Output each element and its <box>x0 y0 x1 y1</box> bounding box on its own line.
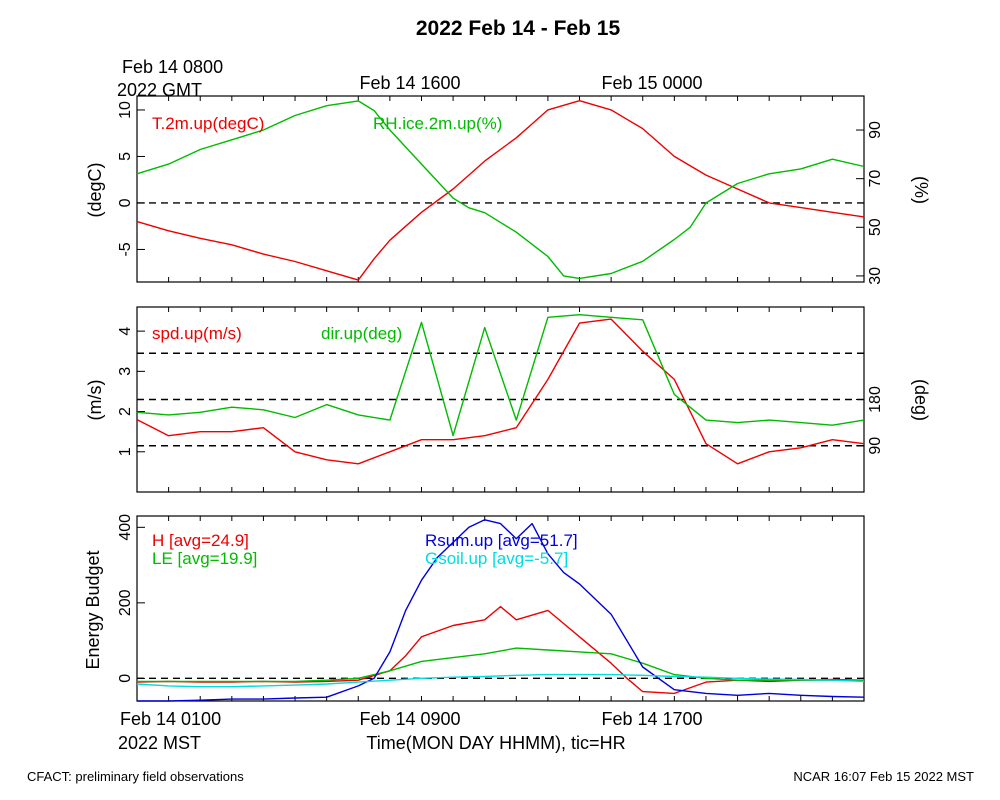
y-tick-label-left: 200 <box>117 589 134 616</box>
series-line-dir-up-deg <box>136 314 865 437</box>
wind-panel: 1 2 3 4 90 180 <box>117 306 884 493</box>
bottom-axis-label-3: Feb 14 1700 <box>601 709 702 729</box>
y-tick-label-left: 0 <box>117 674 134 683</box>
series-line-rsum-up <box>137 519 865 702</box>
series-line-spd-up-m-s <box>136 318 865 465</box>
y-tick-label-left: 400 <box>117 514 134 541</box>
bottom-axis-label-1: Feb 14 0100 <box>120 709 221 729</box>
legend-dir: dir.up(deg) <box>321 324 402 343</box>
panel1-ylabel-left: (degC) <box>85 162 105 217</box>
top-axis-label-1: Feb 14 0800 <box>122 57 223 77</box>
legend-t2m: T.2m.up(degC) <box>152 114 264 133</box>
legend-h: H [avg=24.9] <box>152 531 249 550</box>
legend-rh: RH.ice.2m.up(%) <box>373 114 502 133</box>
y-tick-label-left: 2 <box>117 407 134 416</box>
panel3-ylabel-left: Energy Budget <box>83 550 103 669</box>
y-tick-label-right: 90 <box>867 437 884 455</box>
panel2-ylabel-right: (deg) <box>911 379 931 421</box>
panel1-ylabel-right: (%) <box>911 176 931 204</box>
series-line-t-2m-up-degc <box>136 99 865 281</box>
footer-right: NCAR 16:07 Feb 15 2022 MST <box>793 769 974 784</box>
y-tick-label-left: 10 <box>117 101 134 119</box>
y-tick-label-right: 70 <box>867 170 884 188</box>
energy-budget-panel: 0 200 400 <box>117 514 865 702</box>
temperature-humidity-panel: -5 0 5 10 30 50 70 90 <box>117 95 884 285</box>
footer-left: CFACT: preliminary field observations <box>27 769 244 784</box>
bottom-axis-label-1b: 2022 MST <box>118 733 201 753</box>
top-axis-label-1b: 2022 GMT <box>117 80 202 100</box>
panel-frame <box>136 515 865 702</box>
y-tick-label-left: 3 <box>117 367 134 376</box>
chart-title: 2022 Feb 14 - Feb 15 <box>416 17 621 40</box>
series-line-le <box>137 647 864 683</box>
series-line-gsoil-up <box>136 673 865 688</box>
series-line-rh-ice-2m-up <box>136 100 865 280</box>
legend-spd: spd.up(m/s) <box>152 324 242 343</box>
y-tick-label-right: 30 <box>867 267 884 285</box>
x-axis-title: Time(MON DAY HHMM), tic=HR <box>366 733 625 753</box>
y-tick-label-left: 0 <box>117 198 134 207</box>
legend-gsoil: Gsoil.up [avg=-5.7] <box>425 549 568 568</box>
y-tick-label-right: 50 <box>867 218 884 236</box>
panel-frame <box>136 95 865 283</box>
bottom-axis-label-2: Feb 14 0900 <box>359 709 460 729</box>
y-tick-label-left: 1 <box>117 447 134 456</box>
y-tick-label-right: 180 <box>867 386 884 413</box>
panel2-ylabel-left: (m/s) <box>85 380 105 421</box>
y-tick-label-right: 90 <box>867 121 884 139</box>
legend-le: LE [avg=19.9] <box>152 549 257 568</box>
top-axis-label-3: Feb 15 0000 <box>601 73 702 93</box>
y-tick-label-left: 5 <box>117 152 134 161</box>
y-tick-label-left: 4 <box>117 327 134 336</box>
legend-rsum: Rsum.up [avg=51.7] <box>425 531 578 550</box>
top-axis-label-2: Feb 14 1600 <box>359 73 460 93</box>
y-tick-label-left: -5 <box>117 242 134 256</box>
